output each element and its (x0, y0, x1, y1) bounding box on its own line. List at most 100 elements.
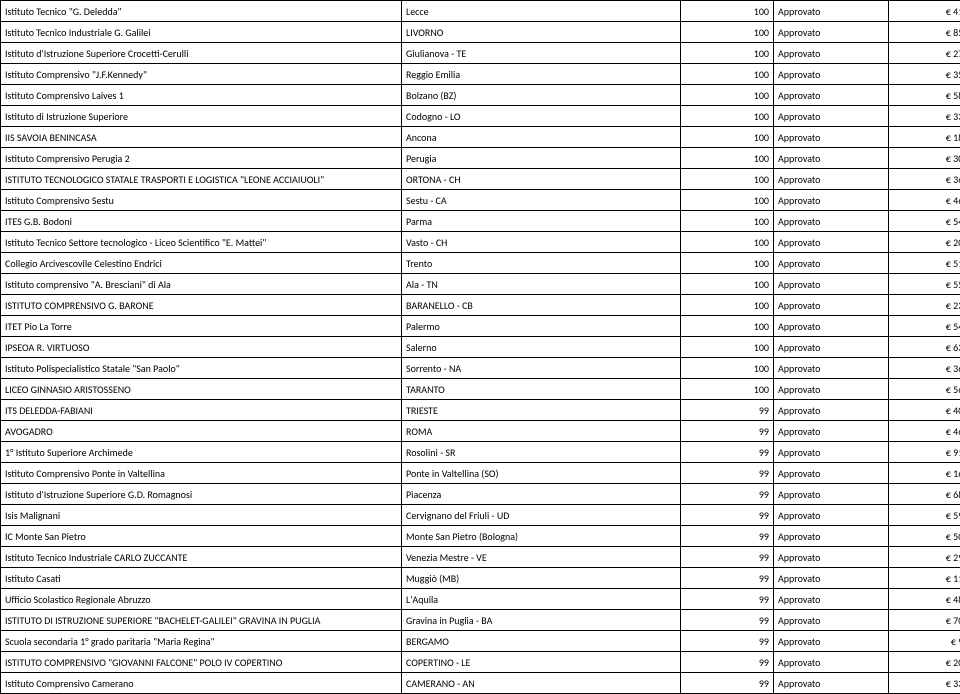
cell-name: ITET Pio La Torre (1, 316, 402, 337)
cell-city: Reggio Emilia (402, 64, 681, 85)
cell-status: Approvato (774, 505, 889, 526)
cell-status: Approvato (774, 43, 889, 64)
cell-amount: € 18.271 (889, 127, 960, 148)
cell-name: Istituto d'Istruzione Superiore Crocetti… (1, 43, 402, 64)
table-row: Ufficio Scolastico Regionale AbruzzoL'Aq… (1, 589, 960, 610)
table-row: Istituto Polispecialistico Statale "San … (1, 358, 960, 379)
cell-score: 100 (681, 211, 774, 232)
cell-amount: € 48.878 (889, 589, 960, 610)
cell-amount: € 41.830 (889, 1, 960, 22)
cell-amount: € 40.502 (889, 400, 960, 421)
cell-score: 100 (681, 22, 774, 43)
cell-status: Approvato (774, 589, 889, 610)
cell-name: Collegio Arcivescovile Celestino Endrici (1, 253, 402, 274)
cell-city: Lecce (402, 1, 681, 22)
cell-score: 99 (681, 652, 774, 673)
table-row: Istituto d'Istruzione Superiore Crocetti… (1, 43, 960, 64)
cell-name: AVOGADRO (1, 421, 402, 442)
cell-amount: € 36.354 (889, 169, 960, 190)
cell-city: LIVORNO (402, 22, 681, 43)
cell-status: Approvato (774, 631, 889, 652)
cell-city: BERGAMO (402, 631, 681, 652)
cell-status: Approvato (774, 337, 889, 358)
table-row: ISTITUTO TECNOLOGICO STATALE TRASPORTI E… (1, 169, 960, 190)
cell-score: 100 (681, 43, 774, 64)
cell-city: Monte San Pietro (Bologna) (402, 526, 681, 547)
cell-city: Giulianova - TE (402, 43, 681, 64)
table-row: ITET Pio La TorrePalermo100Approvato€ 54… (1, 316, 960, 337)
cell-city: Sestu - CA (402, 190, 681, 211)
cell-city: Salerno (402, 337, 681, 358)
cell-name: Istituto Tecnico "G. Deledda" (1, 1, 402, 22)
cell-name: 1° Istituto Superiore Archimede (1, 442, 402, 463)
cell-city: Bolzano (BZ) (402, 85, 681, 106)
cell-score: 99 (681, 526, 774, 547)
cell-status: Approvato (774, 610, 889, 631)
cell-status: Approvato (774, 400, 889, 421)
cell-city: BARANELLO - CB (402, 295, 681, 316)
cell-city: CAMERANO - AN (402, 673, 681, 694)
cell-status: Approvato (774, 127, 889, 148)
cell-status: Approvato (774, 673, 889, 694)
cell-score: 99 (681, 673, 774, 694)
cell-score: 99 (681, 589, 774, 610)
cell-city: Codogno - LO (402, 106, 681, 127)
table-row: ISTITUTO COMPRENSIVO G. BARONEBARANELLO … (1, 295, 960, 316)
cell-status: Approvato (774, 190, 889, 211)
cell-city: Perugia (402, 148, 681, 169)
cell-name: Istituto comprensivo "A. Bresciani" di A… (1, 274, 402, 295)
cell-status: Approvato (774, 1, 889, 22)
table-row: ITS DELEDDA-FABIANITRIESTE99Approvato€ 4… (1, 400, 960, 421)
cell-score: 99 (681, 442, 774, 463)
table-row: IC Monte San PietroMonte San Pietro (Bol… (1, 526, 960, 547)
cell-score: 99 (681, 463, 774, 484)
cell-name: Isis Malignani (1, 505, 402, 526)
table-row: AVOGADROROMA99Approvato€ 46.170 (1, 421, 960, 442)
cell-amount: € 23.862 (889, 295, 960, 316)
cell-status: Approvato (774, 232, 889, 253)
cell-status: Approvato (774, 316, 889, 337)
cell-amount: € 35.427 (889, 64, 960, 85)
cell-amount: € 30.178 (889, 148, 960, 169)
cell-city: ROMA (402, 421, 681, 442)
cell-name: IC Monte San Pietro (1, 526, 402, 547)
cell-city: ORTONA - CH (402, 169, 681, 190)
cell-status: Approvato (774, 358, 889, 379)
cell-city: Gravina in Puglia - BA (402, 610, 681, 631)
cell-status: Approvato (774, 64, 889, 85)
cell-score: 99 (681, 631, 774, 652)
cell-city: TRIESTE (402, 400, 681, 421)
table-row: Scuola secondaria 1° grado paritaria "Ma… (1, 631, 960, 652)
cell-name: ISTITUTO COMPRENSIVO G. BARONE (1, 295, 402, 316)
cell-score: 100 (681, 337, 774, 358)
cell-status: Approvato (774, 148, 889, 169)
cell-status: Approvato (774, 526, 889, 547)
cell-score: 99 (681, 610, 774, 631)
cell-city: Vasto - CH (402, 232, 681, 253)
table-row: Istituto CasatiMuggiò (MB)99Approvato€ 1… (1, 568, 960, 589)
cell-status: Approvato (774, 442, 889, 463)
cell-amount: € 51.716 (889, 253, 960, 274)
cell-amount: € 33.190 (889, 106, 960, 127)
table-row: Istituto di Istruzione SuperioreCodogno … (1, 106, 960, 127)
table-row: Istituto Comprensivo CameranoCAMERANO - … (1, 673, 960, 694)
cell-amount: € 56.774 (889, 379, 960, 400)
cell-city: Ala - TN (402, 274, 681, 295)
cell-score: 99 (681, 484, 774, 505)
cell-amount: € 29.722 (889, 547, 960, 568)
cell-score: 100 (681, 295, 774, 316)
cell-score: 99 (681, 568, 774, 589)
cell-city: Ponte in Valtellina (SO) (402, 463, 681, 484)
cell-amount: € 33.408 (889, 673, 960, 694)
table-row: Istituto d'Istruzione Superiore G.D. Rom… (1, 484, 960, 505)
table-row: IIS SAVOIA BENINCASAAncona100Approvato€ … (1, 127, 960, 148)
cell-city: Cervignano del Friuli - UD (402, 505, 681, 526)
cell-name: Istituto Comprensivo Ponte in Valtellina (1, 463, 402, 484)
cell-amount: € 55.124 (889, 274, 960, 295)
cell-status: Approvato (774, 106, 889, 127)
table-row: Istituto Comprensivo SestuSestu - CA100A… (1, 190, 960, 211)
cell-amount: € 70.940 (889, 610, 960, 631)
cell-name: Ufficio Scolastico Regionale Abruzzo (1, 589, 402, 610)
cell-city: Parma (402, 211, 681, 232)
cell-city: L'Aquila (402, 589, 681, 610)
